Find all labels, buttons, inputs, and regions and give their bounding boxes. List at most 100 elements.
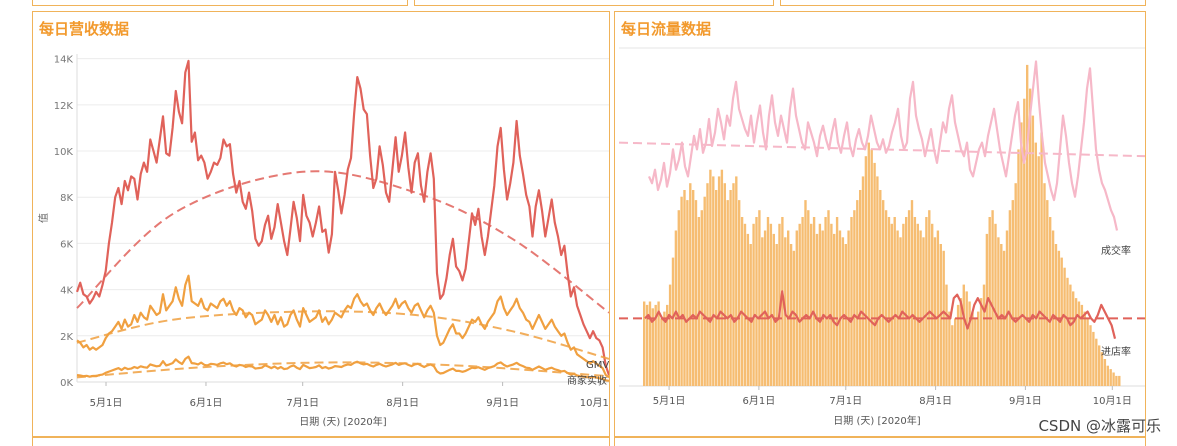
traffic-bar	[795, 230, 798, 386]
traffic-bar	[1031, 115, 1035, 386]
traffic-bar	[674, 230, 678, 386]
revenue-chart: 0K 2K 4K 6K 8K 10K 12K 14K 值 5月1日 6月1日 7月1日 8月1日 9月1日…	[37, 54, 609, 428]
y-tick-label: 14K	[54, 55, 74, 66]
panel-stub-top-3	[780, 0, 1146, 6]
traffic-bar	[928, 210, 931, 386]
series-line-merchant_low	[76, 355, 609, 382]
end-label-conversion: 成交率	[1101, 244, 1131, 257]
traffic-bar	[833, 233, 836, 386]
traffic-bar	[645, 304, 649, 386]
traffic-bar	[1023, 98, 1026, 386]
traffic-bar	[991, 210, 994, 386]
traffic-bar	[668, 284, 672, 386]
traffic-bar	[968, 301, 971, 386]
traffic-bar	[1092, 331, 1095, 386]
traffic-bar	[1014, 183, 1017, 386]
traffic-bar	[997, 237, 1000, 386]
x-tick-label: 9月1日	[1009, 395, 1042, 407]
end-label-gmv: GMV	[586, 360, 609, 371]
traffic-bar	[867, 142, 870, 386]
traffic-bar	[951, 325, 954, 386]
traffic-bar	[643, 301, 646, 386]
traffic-bar	[887, 217, 891, 386]
traffic-bar	[648, 301, 652, 386]
traffic-bar	[781, 217, 784, 386]
traffic-bar	[876, 176, 879, 386]
traffic-bar	[717, 176, 721, 386]
traffic-bar	[810, 223, 813, 386]
traffic-bar	[666, 304, 669, 386]
x-axis-label: 日期 (天) [2020年]	[833, 414, 921, 427]
traffic-bar	[738, 200, 741, 386]
traffic-bar	[740, 217, 744, 386]
traffic-bar	[1011, 200, 1014, 386]
traffic-bar	[729, 190, 732, 386]
traffic-bar	[812, 217, 816, 386]
x-tick-label: 8月1日	[919, 395, 952, 407]
traffic-bar	[746, 233, 750, 386]
traffic-bar	[1118, 375, 1121, 386]
traffic-bar	[677, 210, 680, 386]
series-line-entry	[644, 290, 1117, 339]
traffic-bar	[933, 237, 937, 386]
traffic-bar	[1072, 291, 1075, 386]
traffic-bar	[732, 183, 735, 386]
y-tick-label: 8K	[60, 193, 73, 204]
traffic-bar	[683, 190, 686, 386]
traffic-bar	[916, 223, 919, 386]
traffic-bar	[723, 183, 726, 386]
panel-stub-top-1	[32, 0, 408, 6]
series-line-GMV	[75, 59, 609, 376]
traffic-bar	[1098, 345, 1101, 386]
traffic-bar	[870, 149, 873, 386]
trend-line-GMV	[76, 170, 609, 314]
traffic-bar	[726, 200, 729, 386]
traffic-bar	[985, 233, 989, 386]
traffic-bar	[787, 230, 790, 386]
revenue-panel: 每日营收数据 0K 2K 4K 6K 8K 10K 12K 14K 值 5月1日 6月1日 7月1日 8…	[32, 11, 610, 437]
series-line-conversion	[647, 60, 1119, 231]
traffic-bar	[1005, 230, 1009, 386]
traffic-bar	[709, 169, 712, 386]
traffic-bar	[1115, 375, 1118, 386]
y-axis-label: 值	[37, 213, 50, 223]
traffic-bar	[1008, 210, 1012, 386]
traffic-bar	[694, 200, 698, 386]
traffic-bar	[1089, 325, 1092, 386]
traffic-bar	[772, 233, 775, 386]
traffic-bar	[657, 301, 660, 386]
y-tick-label: 6K	[60, 239, 73, 250]
traffic-bar	[671, 257, 675, 386]
traffic-bar	[841, 237, 845, 386]
traffic-bar	[1028, 88, 1032, 386]
traffic-bar	[686, 200, 689, 386]
traffic-bar	[1069, 284, 1072, 386]
traffic-bar	[761, 237, 764, 386]
traffic-bar	[856, 200, 859, 386]
traffic-bar	[994, 223, 997, 386]
traffic-bar	[982, 284, 986, 386]
x-tick-label: 10月1日	[1093, 395, 1132, 407]
traffic-bar	[1112, 372, 1115, 386]
traffic-bar	[977, 311, 980, 386]
traffic-bar	[919, 230, 922, 386]
traffic-bar	[948, 311, 951, 386]
traffic-bar	[743, 223, 747, 386]
traffic-bar	[798, 223, 801, 386]
traffic-bar	[1100, 352, 1104, 386]
traffic-bar	[807, 210, 810, 386]
traffic-bar	[660, 318, 663, 386]
traffic-bar	[1103, 359, 1107, 386]
y-tick-label: 12K	[54, 101, 74, 112]
traffic-bar	[910, 200, 914, 386]
traffic-bar	[847, 230, 850, 386]
traffic-bar	[1037, 156, 1040, 386]
traffic-bar	[801, 217, 804, 386]
traffic-bar	[861, 176, 865, 386]
traffic-bar	[899, 237, 902, 386]
traffic-bar	[758, 210, 761, 386]
traffic-bar	[882, 200, 885, 386]
traffic-bar	[680, 196, 683, 386]
traffic-bar	[936, 230, 940, 386]
